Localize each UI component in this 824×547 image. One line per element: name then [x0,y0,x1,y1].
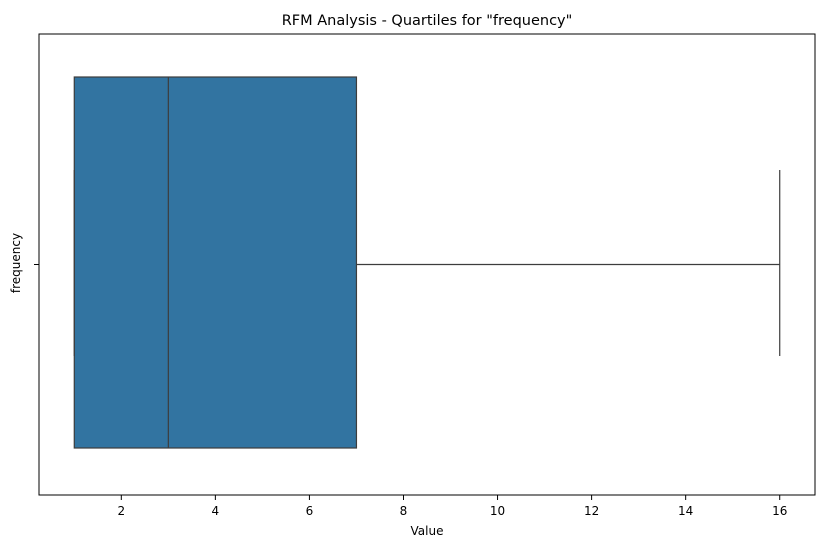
x-tick-label: 16 [772,504,787,518]
x-tick-label: 14 [678,504,693,518]
plot-frame [38,33,816,496]
x-tick-label: 12 [584,504,599,518]
y-axis-label: frequency [9,233,23,293]
chart-title: RFM Analysis - Quartiles for "frequency" [282,13,573,29]
plot-area [73,76,781,449]
x-axis-ticks: 2 4 6 8 10 12 14 16 [117,495,787,518]
box-iqr [73,76,358,449]
x-tick-label: 6 [306,504,314,518]
x-tick-label: 2 [117,504,125,518]
x-tick-label: 10 [490,504,505,518]
x-axis-label: Value [411,524,444,538]
x-tick-label: 8 [400,504,408,518]
x-tick-label: 4 [212,504,220,518]
